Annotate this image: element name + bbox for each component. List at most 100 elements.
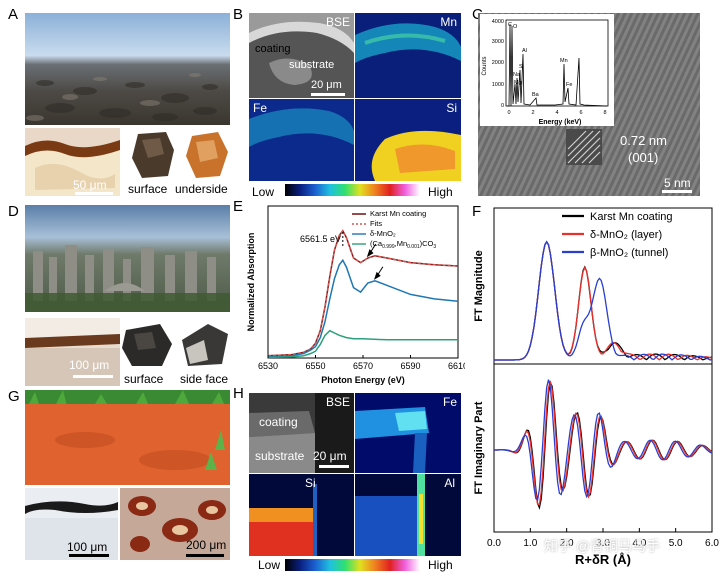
legend-item-calcite: (Ca0.999,Mn0.001)CO3 — [370, 239, 436, 250]
eds-spectrum-line — [507, 23, 608, 107]
xanes-series-line-0 — [267, 229, 459, 357]
eds-peak-label: Ba — [532, 92, 540, 98]
si-map-b: Si — [355, 99, 461, 181]
ft-magnitude-line-1 — [494, 240, 713, 361]
karst-landscape-photo-a — [25, 13, 230, 125]
scale-label: 5 nm — [664, 176, 691, 190]
coating-cross-section-a: 50 μm — [25, 128, 120, 196]
ft-imaginary-line-2 — [494, 379, 713, 502]
ft-magnitude-series — [494, 240, 713, 361]
legend-item-delta: δ-MnO₂ — [370, 229, 396, 238]
scale-bar — [69, 554, 109, 557]
al-map-h: Al — [355, 474, 461, 556]
xanes-arrows — [366, 243, 384, 280]
colorbar-h — [285, 559, 420, 571]
rock-underside-shape — [186, 132, 228, 178]
eds-xlabel: Energy (keV) — [539, 119, 582, 126]
fe-map-b: Fe — [249, 99, 354, 181]
panel-label-c: C — [472, 6, 483, 23]
bse-label-h: BSE — [325, 395, 350, 409]
ft-xtick-label: 6.0 — [705, 538, 719, 549]
underside-label-a: underside — [175, 182, 228, 196]
xanes-arrow-head — [373, 271, 381, 280]
rock-field-texture — [26, 73, 218, 121]
bse-label-b: BSE — [325, 15, 350, 29]
bse-texture — [249, 13, 354, 98]
ft-xtick-label: 0.0 — [487, 538, 501, 549]
eds-peak-label: Mg — [514, 80, 522, 86]
xanes-xtick-label: 6530 — [258, 361, 278, 371]
xanes-plot-frame — [267, 205, 459, 359]
ft-xtick-label: 1.0 — [523, 538, 537, 549]
si-map-texture — [371, 130, 461, 181]
panel-label-f: F — [472, 203, 482, 220]
stone-forest-photo-d — [25, 205, 230, 312]
xanes-arrow-head — [366, 249, 374, 258]
low-label-h: Low — [258, 558, 281, 572]
high-label-b: High — [428, 185, 453, 199]
eds-xtick: 0 — [507, 110, 510, 116]
mn-label-b: Mn — [440, 15, 457, 29]
panel-label-g: G — [8, 388, 20, 405]
eds-inset-chart: Counts Energy (keV) 0 1000 2000 3000 400… — [480, 14, 614, 126]
scale-bar — [662, 190, 692, 193]
eds-peak-label: Fe — [566, 82, 572, 88]
scale-bar — [311, 93, 345, 96]
eds-ytick: 2000 — [492, 60, 504, 66]
eds-xtick: 4 — [555, 110, 558, 116]
nodule-micrograph-g: 200 μm — [120, 488, 230, 560]
d-spacing-label: 0.72 nm — [620, 133, 667, 148]
red-soil-photo-g — [25, 390, 230, 485]
coating-crust-shape — [25, 140, 120, 196]
ft-magnitude-line-0 — [494, 240, 713, 361]
substrate-label-h: substrate — [255, 449, 305, 463]
colorbar-b — [285, 184, 420, 196]
al-label-h: Al — [444, 476, 455, 490]
eds-xtick: 8 — [603, 110, 606, 116]
eds-peak-label: O — [513, 24, 518, 30]
si-map-h: Si — [249, 474, 354, 556]
eds-ytick: 1000 — [492, 82, 504, 88]
surface-label-d: surface — [124, 372, 164, 386]
si-map-texture — [249, 484, 317, 556]
xanes-chart-e: 65306550657065906610 Photon Energy (eV) … — [246, 205, 465, 385]
side-face-label-d: side face — [180, 372, 229, 386]
scale-label: 20 μm — [313, 449, 347, 463]
coating-crust-shape — [25, 318, 120, 386]
scale-bar — [73, 375, 113, 378]
bse-texture — [249, 393, 354, 473]
ft-legend: Karst Mn coating δ-MnO₂ (layer) β-MnO₂ (… — [562, 211, 673, 259]
bse-image-h: BSE coating substrate 20 μm — [249, 393, 354, 473]
substrate-label-b: substrate — [289, 59, 335, 71]
panel-label-a: A — [8, 6, 19, 23]
scale-bar — [75, 192, 113, 195]
mn-map-b: Mn — [355, 13, 461, 98]
xanes-series-line-3 — [267, 329, 458, 359]
xanes-legend: Karst Mn coating Fits δ-MnO₂ (Ca0.999,Mn… — [352, 209, 436, 250]
fe-label-h: Fe — [442, 395, 457, 409]
legend-item-fits: Fits — [370, 219, 382, 228]
ft-xlabel: R+δR (Å) — [575, 552, 631, 567]
eds-ylabel: Counts — [482, 56, 488, 75]
mn-map-texture — [355, 23, 461, 63]
low-label-b: Low — [252, 185, 275, 199]
eds-peak-label: Si — [519, 64, 524, 70]
si-label-h: Si — [305, 476, 316, 490]
surface-label-a: surface — [128, 182, 168, 196]
eds-ytick: 0 — [501, 103, 504, 109]
watermark-text: 知乎 @青铜马马手 — [544, 538, 661, 554]
fe-label-b: Fe — [253, 101, 268, 115]
ft-xticks: 0.0 1.0 2.0 3.0 4.0 5.0 6.0 — [487, 528, 719, 549]
legend-item-beta: β-MnO₂ (tunnel) — [590, 247, 668, 259]
xanes-ylabel: Normalized Absorption — [246, 233, 256, 332]
rock-surface-shape — [122, 324, 172, 366]
xanes-series-line-2 — [267, 258, 459, 358]
nodule-texture — [120, 488, 230, 560]
al-map-texture — [355, 474, 425, 556]
ft-xtick-label: 5.0 — [669, 538, 683, 549]
eds-xtick: 2 — [531, 110, 534, 116]
fe-map-texture — [249, 108, 354, 147]
xanes-xtick-label: 6550 — [305, 361, 325, 371]
coating-cross-section-g: 100 μm — [25, 488, 118, 560]
rock-surface-shape — [132, 132, 174, 178]
